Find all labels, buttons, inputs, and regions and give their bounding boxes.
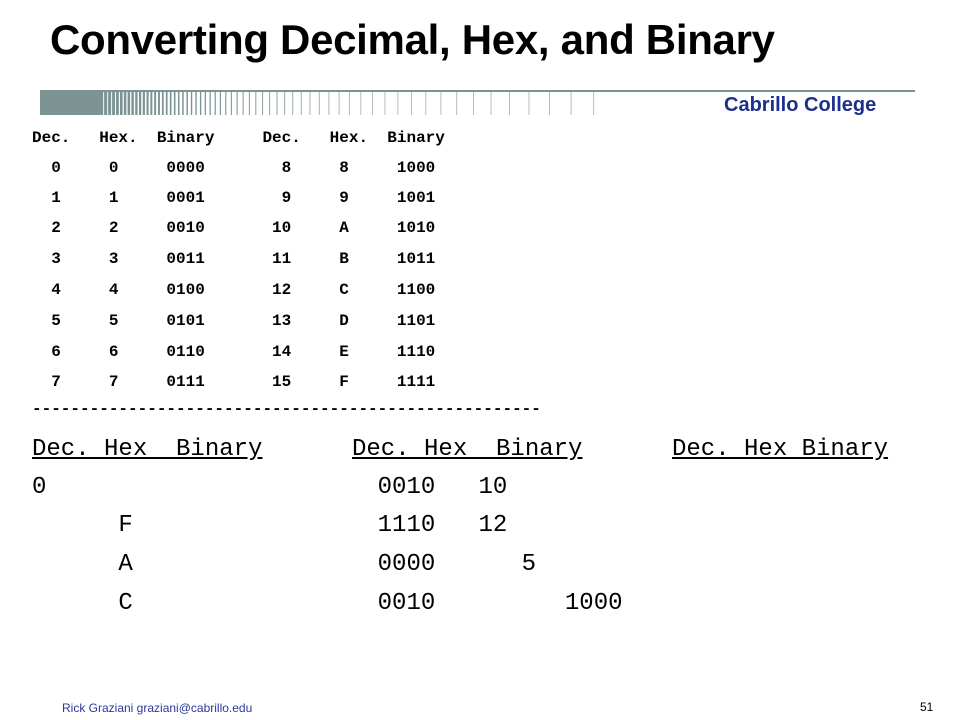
ref-table-row: 4 4 0100 12 C 1100 xyxy=(32,281,436,299)
slide-title: Converting Decimal, Hex, and Binary xyxy=(50,16,775,63)
decorative-header-bar xyxy=(40,90,915,115)
exercise-header-1: Dec. Hex Binary xyxy=(32,436,263,463)
ref-table-row: 7 7 0111 15 F 1111 xyxy=(32,373,436,391)
ref-table-row: 0 0 0000 8 8 1000 xyxy=(32,159,436,177)
exercise-header-2: Dec. Hex Binary xyxy=(352,436,583,463)
page-number: 51 xyxy=(920,700,934,714)
ref-table-row: 3 3 0011 11 B 1011 xyxy=(32,250,436,268)
ref-table-row: 1 1 0001 9 9 1001 xyxy=(32,189,436,207)
ref-table-row: 6 6 0110 14 E 1110 xyxy=(32,343,436,361)
exercise-row: C 0010 1000 xyxy=(32,590,623,617)
ref-table-header: Dec. Hex. Binary Dec. Hex. Binary xyxy=(32,129,445,147)
college-name: Cabrillo College xyxy=(724,94,877,116)
ref-table-row: 5 5 0101 13 D 1101 xyxy=(32,312,436,330)
exercise-row: 0 0010 10 xyxy=(32,474,508,501)
exercise-header-3: Dec. Hex Binary xyxy=(672,436,889,463)
exercise-row: A 0000 5 xyxy=(32,551,537,578)
separator-line: ----------------------------------------… xyxy=(32,400,541,418)
exercise-row: F 1110 12 xyxy=(32,512,508,539)
ref-table-row: 2 2 0010 10 A 1010 xyxy=(32,219,436,237)
footer-author: Rick Graziani graziani@cabrillo.edu xyxy=(62,701,253,715)
